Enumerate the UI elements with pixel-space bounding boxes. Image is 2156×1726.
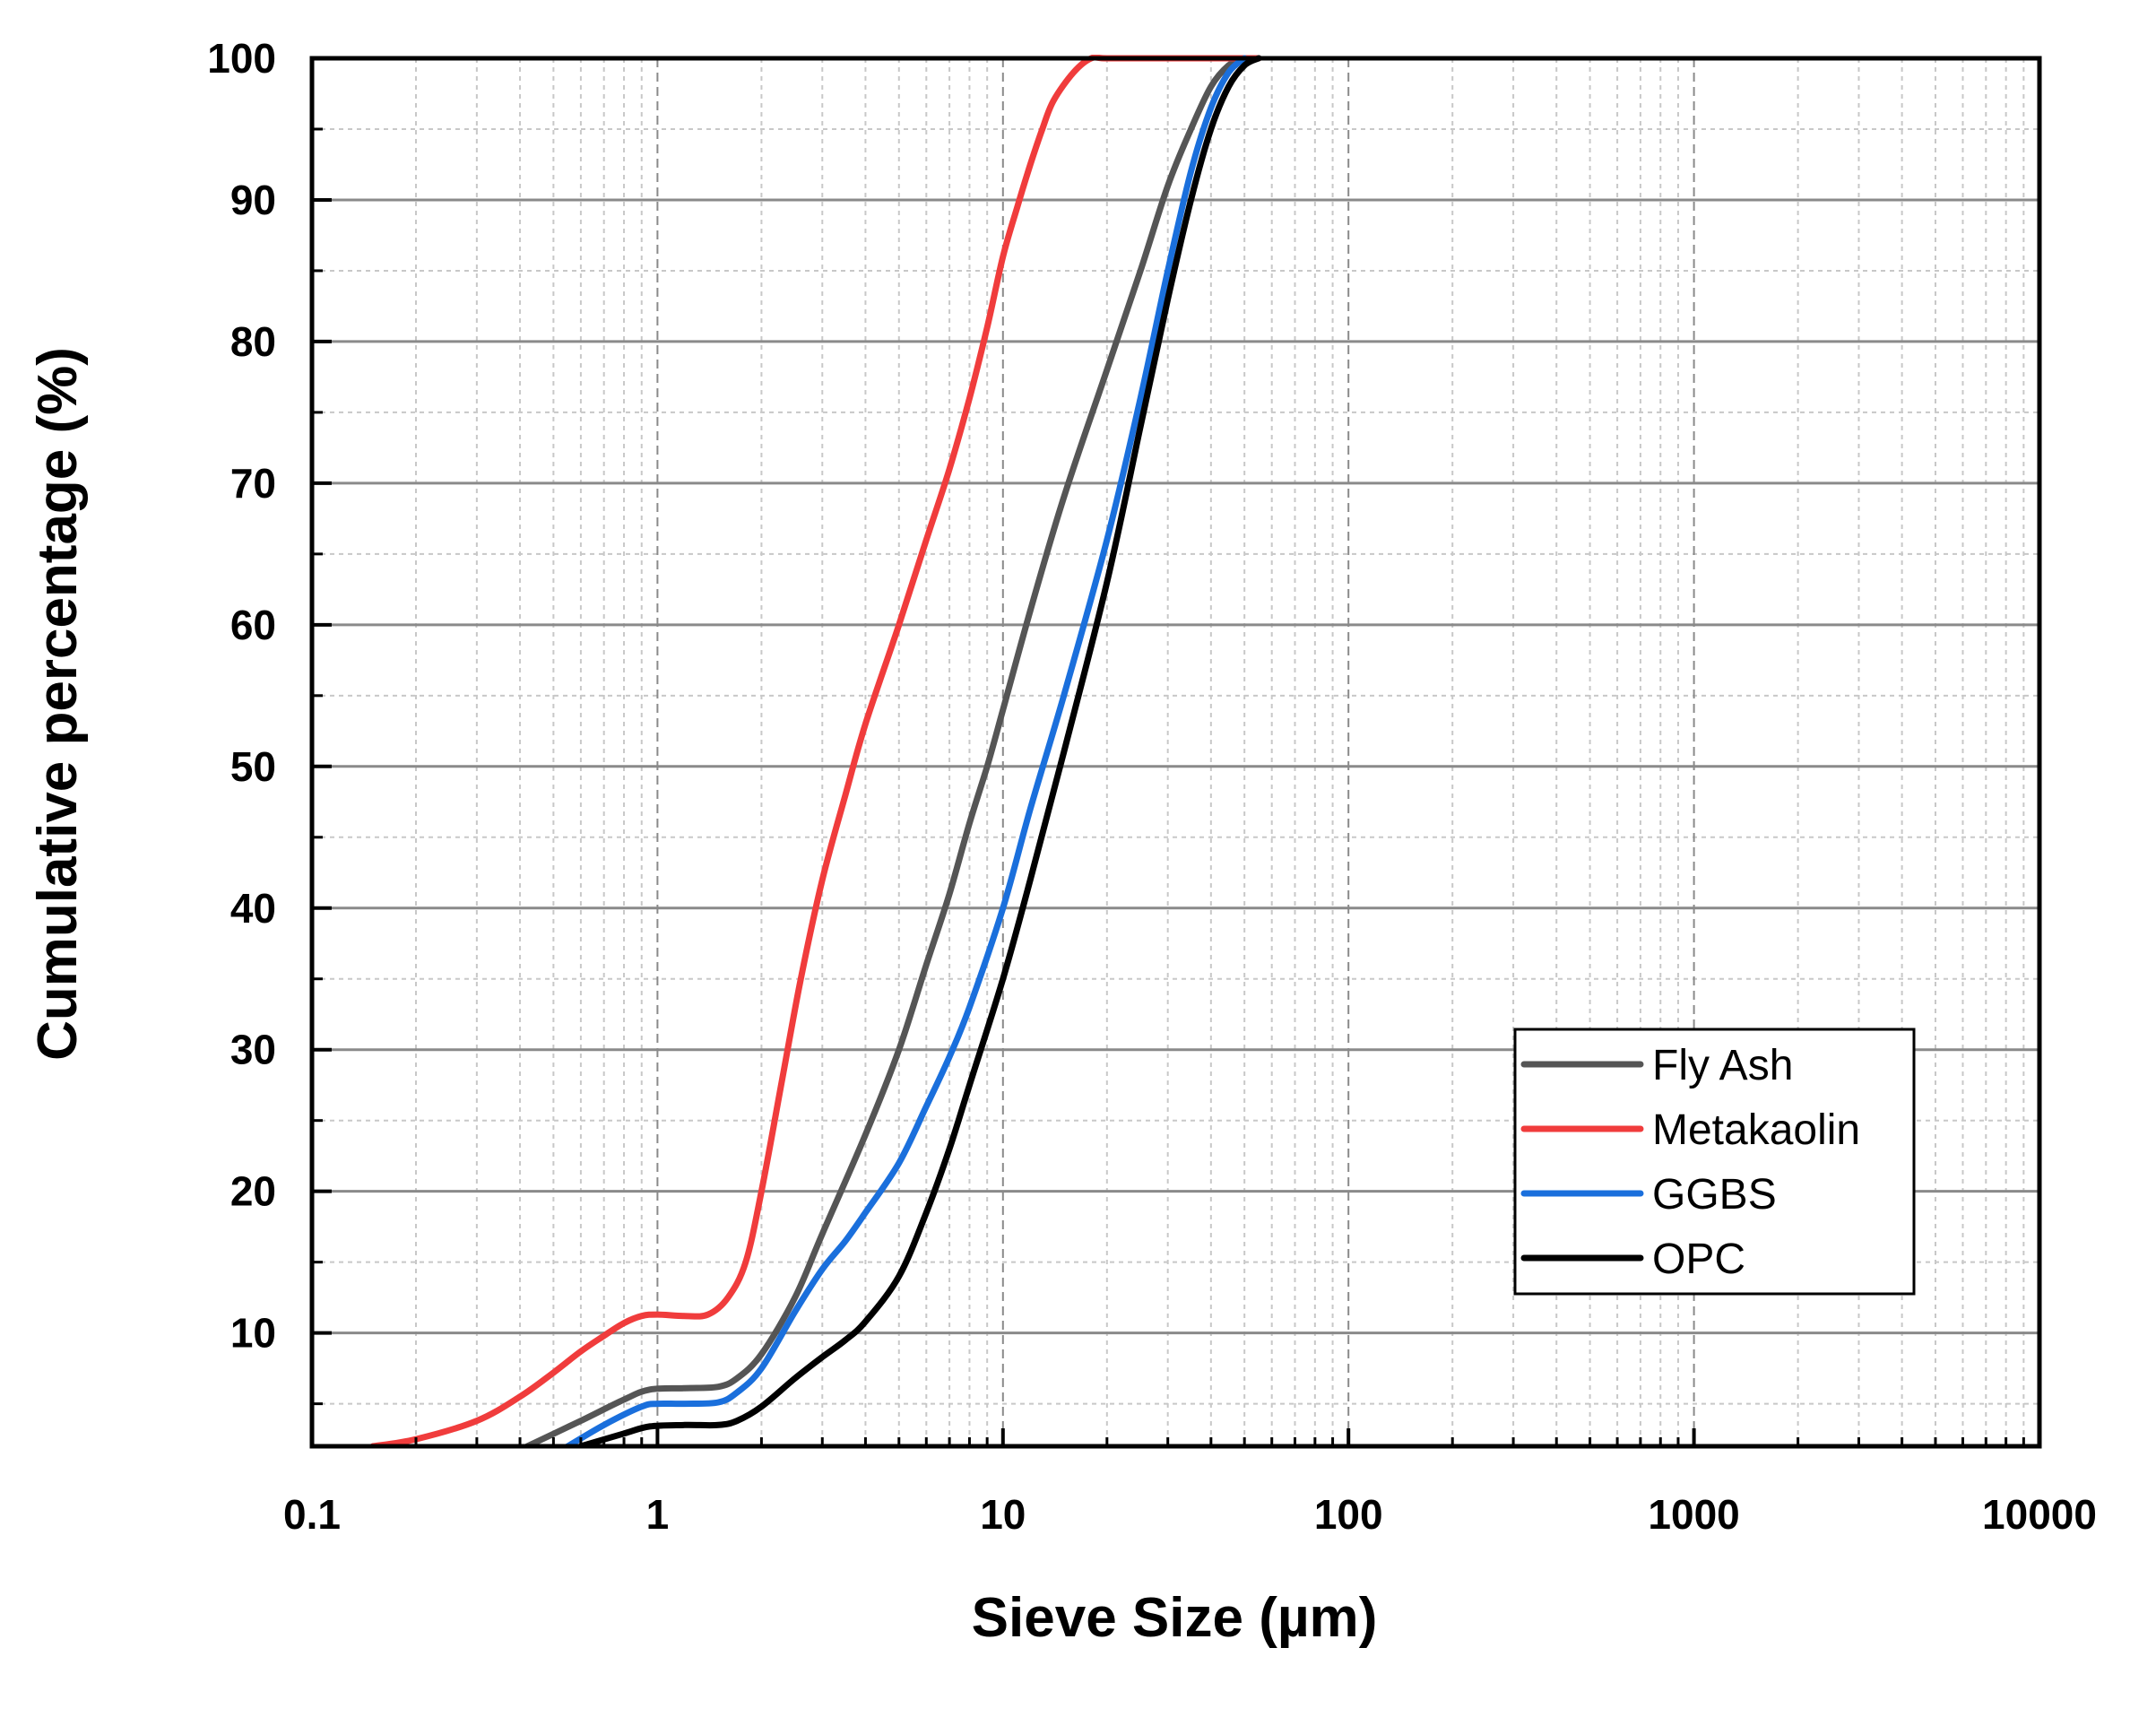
x-tick-label: 10 bbox=[980, 1491, 1026, 1538]
y-tick-label: 90 bbox=[230, 177, 276, 223]
series-line-metakaolin bbox=[369, 55, 1262, 1446]
y-axis-title: Cumulative percentage (%) bbox=[27, 347, 89, 1061]
x-tick-label: 100 bbox=[1314, 1491, 1383, 1538]
series-line-opc bbox=[577, 55, 1262, 1446]
legend-label-fly-ash: Fly Ash bbox=[1652, 1042, 1793, 1089]
x-tick-label: 10000 bbox=[1982, 1491, 2097, 1538]
y-tick-label: 70 bbox=[230, 460, 276, 507]
y-tick-label: 60 bbox=[230, 602, 276, 648]
plot-area-frame bbox=[309, 56, 2042, 1449]
y-tick-label: 20 bbox=[230, 1168, 276, 1215]
y-tick-label: 30 bbox=[230, 1027, 276, 1073]
y-tick-label: 80 bbox=[230, 318, 276, 365]
legend-items: Fly Ash Metakaolin GGBS OPC bbox=[1520, 1042, 1860, 1283]
x-axis-title: Sieve Size (µm) bbox=[972, 1587, 1378, 1649]
axis-ticks bbox=[310, 56, 2041, 1446]
legend-label-opc: OPC bbox=[1652, 1236, 1745, 1283]
y-tick-label: 40 bbox=[230, 885, 276, 932]
minor-grid bbox=[312, 58, 2039, 1446]
y-tick-label: 50 bbox=[230, 743, 276, 790]
y-tick-label: 100 bbox=[207, 35, 276, 82]
legend-box bbox=[1513, 1028, 1916, 1296]
series-line-fly-ash bbox=[524, 55, 1248, 1446]
series-lines bbox=[369, 55, 1262, 1446]
y-axis-tick-labels: 10 20 30 40 50 60 70 80 90 100 bbox=[207, 35, 276, 1357]
series-line-ggbs bbox=[564, 55, 1248, 1446]
legend: Fly Ash Metakaolin GGBS OPC bbox=[1513, 1028, 1916, 1296]
y-tick-label: 10 bbox=[230, 1310, 276, 1357]
legend-label-ggbs: GGBS bbox=[1652, 1171, 1777, 1219]
x-tick-label: 1 bbox=[646, 1491, 670, 1538]
x-axis-tick-labels: 0.1 1 10 100 1000 10000 bbox=[283, 1491, 2097, 1538]
legend-label-metakaolin: Metakaolin bbox=[1652, 1106, 1860, 1154]
x-tick-label: 1000 bbox=[1648, 1491, 1739, 1538]
x-tick-label: 0.1 bbox=[283, 1491, 341, 1538]
